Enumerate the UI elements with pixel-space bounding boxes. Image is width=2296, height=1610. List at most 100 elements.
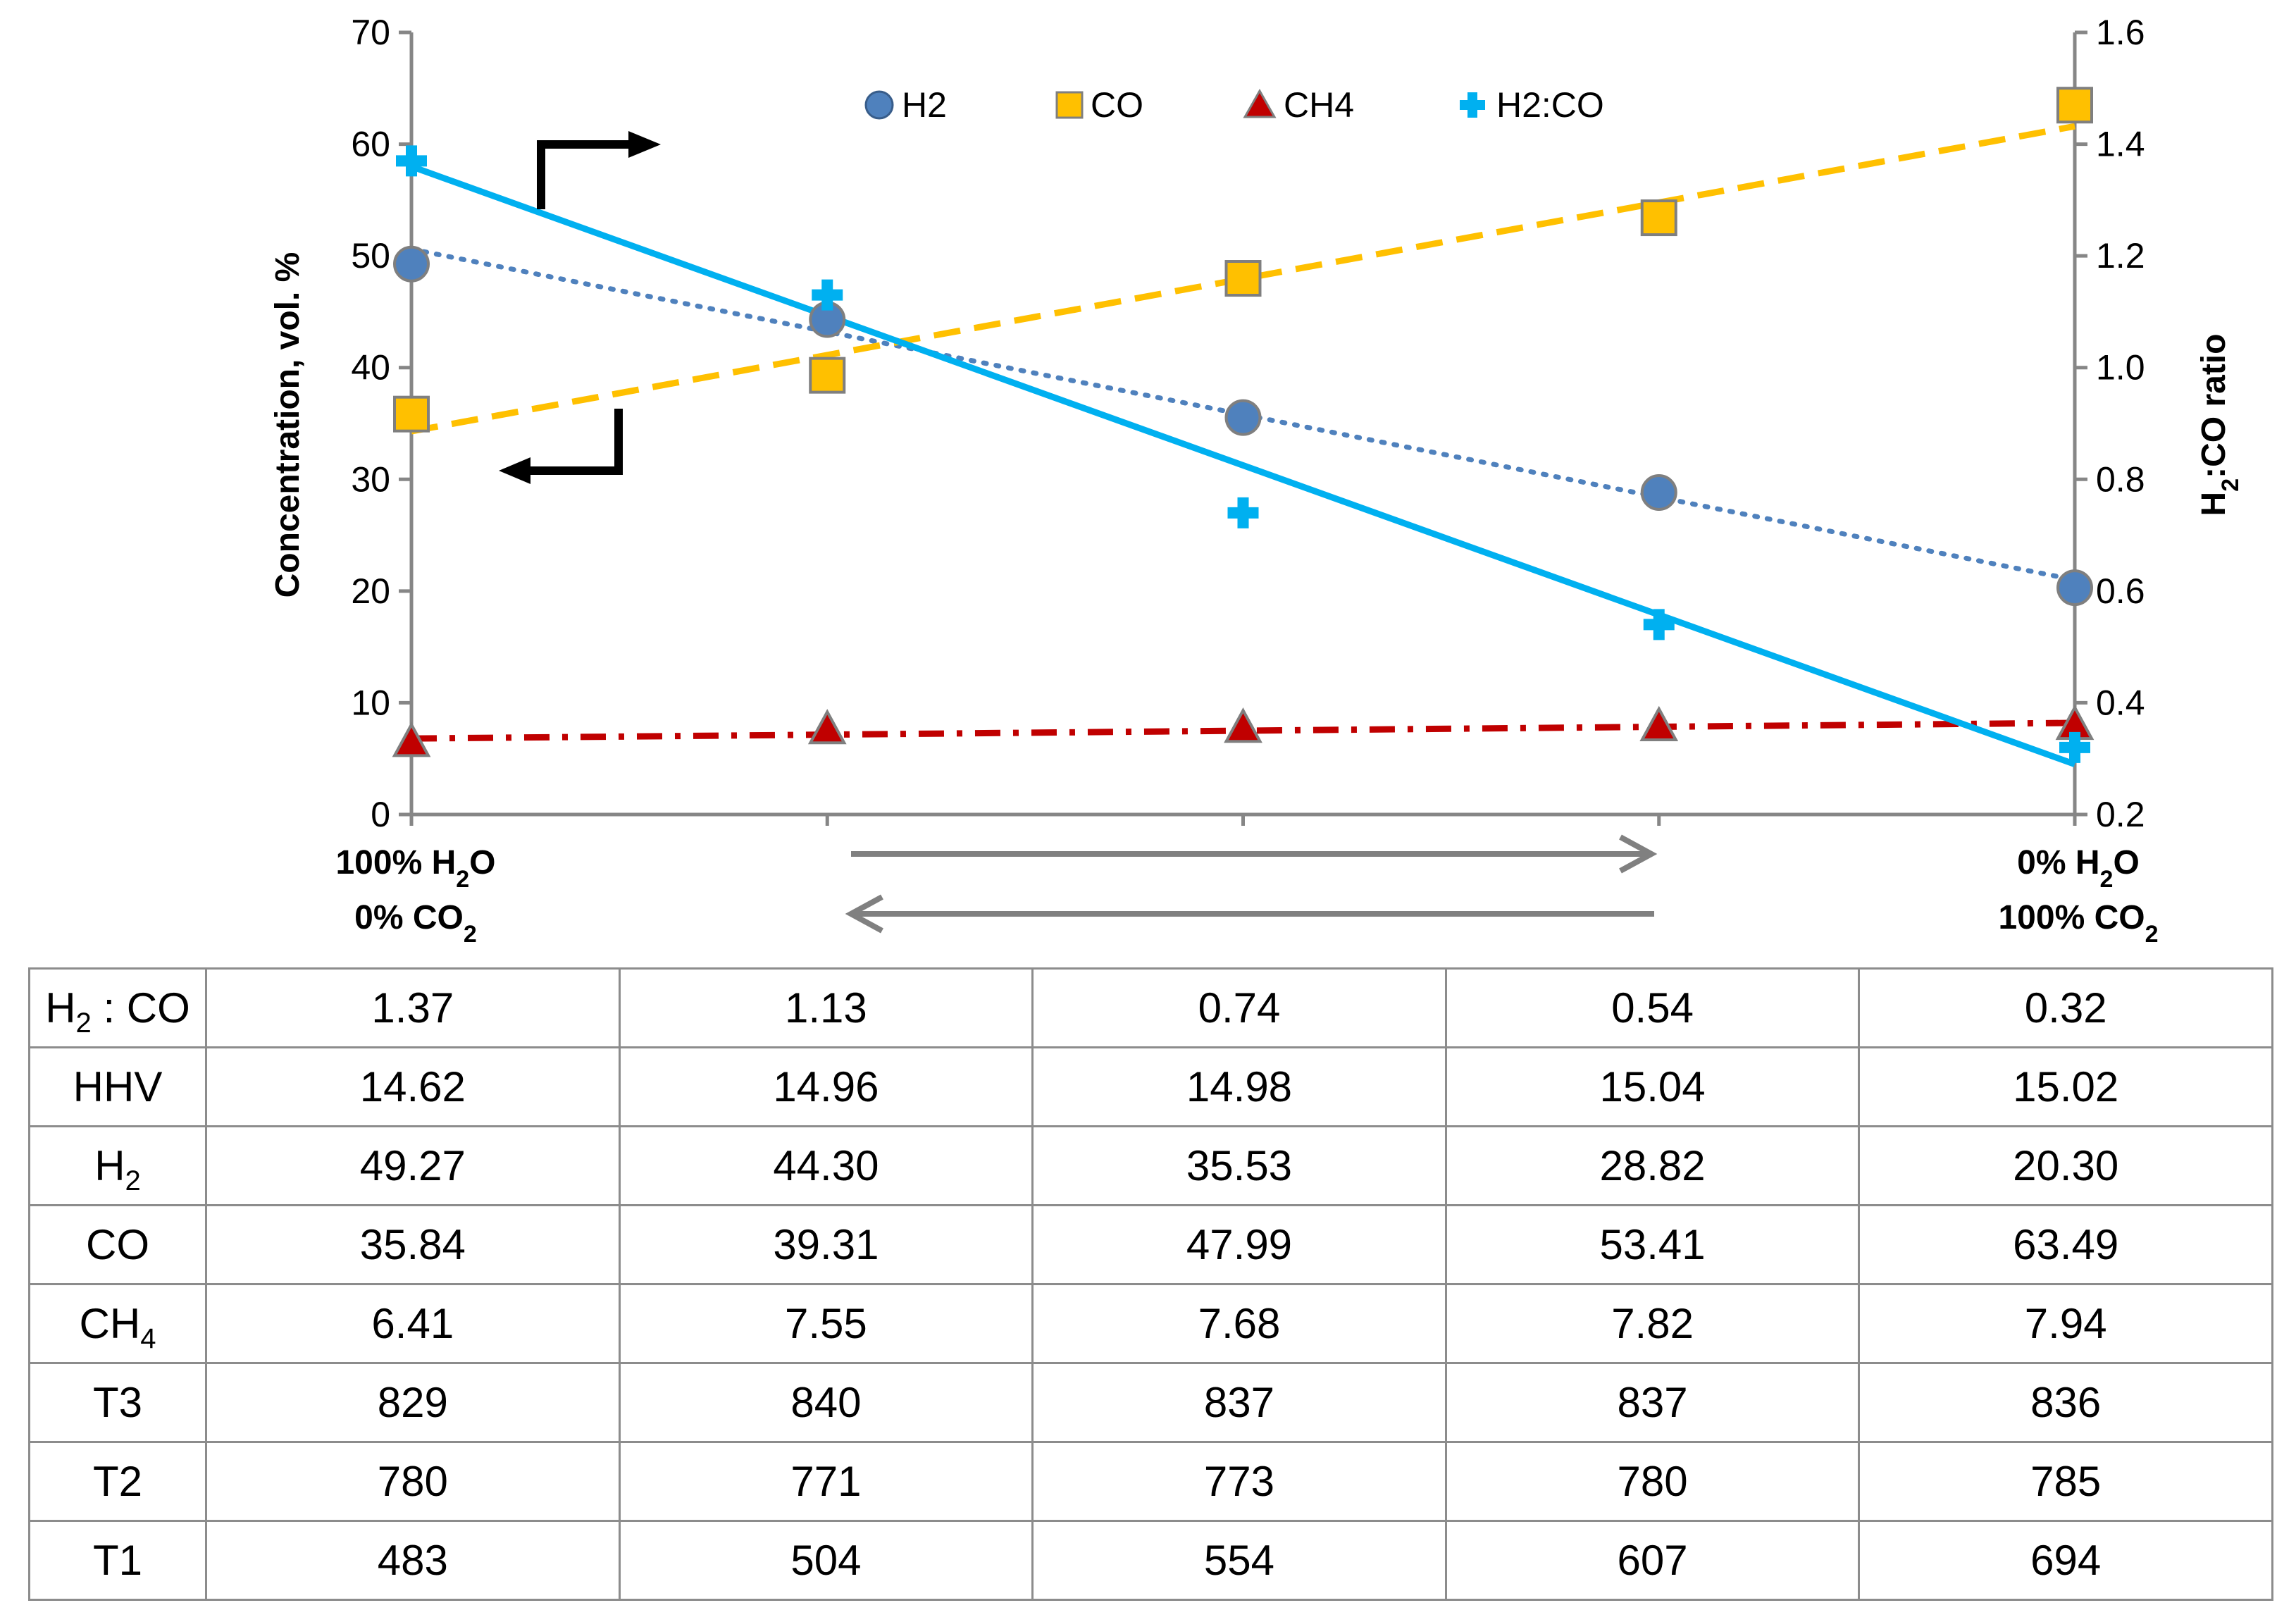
y-left-tick-label: 60	[351, 125, 390, 164]
y-left-tick-label: 20	[351, 571, 390, 611]
y-left-tick-label: 0	[371, 795, 390, 834]
row-label: T3	[28, 1362, 207, 1443]
table-cell: 7.94	[1858, 1283, 2273, 1364]
y-left-tick-label: 50	[351, 236, 390, 275]
legend-label-ch4: CH4	[1284, 85, 1354, 125]
row-label: CH4	[28, 1283, 207, 1364]
y-right-tick-label: 1.0	[2096, 348, 2145, 388]
y-right-tick-label: 1.4	[2096, 125, 2145, 164]
table-row: T2 780 771 773 780 785	[28, 1441, 2273, 1522]
table-cell: 7.82	[1444, 1283, 1861, 1364]
table-cell: 554	[1031, 1520, 1447, 1601]
y-axis-right-title: H2:CO ratio	[2195, 334, 2244, 516]
table-cell: 607	[1444, 1520, 1861, 1601]
axes: 0 10 20 30 40 50 60 70 0.2 0.4 0.6 0.8 1.0 1.2 1.4 1.6	[351, 13, 2145, 834]
x-label-left-line2: 0% CO2	[354, 899, 477, 948]
table-cell: 837	[1444, 1362, 1861, 1443]
point-h2co	[396, 145, 427, 177]
table-row: H2 49.27 44.30 35.53 28.82 20.30	[28, 1125, 2273, 1206]
table-cell: 14.98	[1031, 1046, 1447, 1127]
y-left-tick-label: 40	[351, 348, 390, 388]
table-row: CO 35.84 39.31 47.99 53.41 63.49	[28, 1204, 2273, 1285]
composition-arrow-backward	[845, 894, 1654, 934]
point-h2co	[2059, 731, 2090, 763]
point-h2	[1640, 473, 1677, 511]
y-right-tick-label: 0.4	[2096, 683, 2145, 722]
y-right-tick-label: 1.2	[2096, 236, 2145, 275]
row-label: T2	[28, 1441, 207, 1522]
point-co	[2056, 87, 2093, 124]
table-cell: 836	[1858, 1362, 2273, 1443]
table-cell: 35.53	[1031, 1125, 1447, 1206]
row-label: CO	[28, 1204, 207, 1285]
table-cell: 840	[618, 1362, 1034, 1443]
table-cell: 6.41	[205, 1283, 621, 1364]
trend-line-co	[411, 123, 2075, 435]
legend-label-h2co: H2:CO	[1496, 85, 1604, 125]
table-cell: 39.31	[618, 1204, 1034, 1285]
table-cell: 780	[205, 1441, 621, 1522]
data-table: H2 : CO 1.37 1.13 0.74 0.54 0.32 HHV 14.62 14.96…	[28, 967, 2273, 1601]
point-ch4	[392, 722, 431, 757]
table-cell: 49.27	[205, 1125, 621, 1206]
table-cell: 780	[1444, 1441, 1861, 1522]
table-cell: 773	[1031, 1441, 1447, 1522]
row-label: H2 : CO	[28, 967, 207, 1048]
point-h2co	[812, 279, 843, 311]
table-row: H2 : CO 1.37 1.13 0.74 0.54 0.32	[28, 967, 2273, 1048]
axis-pointer-right	[537, 131, 661, 209]
legend: H2 CO CH4 H2:CO	[864, 85, 1604, 125]
table-cell: 0.32	[1858, 967, 2273, 1048]
table-cell: 15.02	[1858, 1046, 2273, 1127]
y-left-tick-label: 30	[351, 459, 390, 499]
y-right-tick-label: 1.6	[2096, 13, 2145, 52]
trend-line-h2co	[410, 163, 2076, 767]
point-h2	[393, 245, 430, 283]
table-row: HHV 14.62 14.96 14.98 15.04 15.02	[28, 1046, 2273, 1127]
table-cell: 7.68	[1031, 1283, 1447, 1364]
y-right-tick-label: 0.2	[2096, 795, 2145, 834]
point-h2	[1224, 399, 1262, 436]
table-cell: 785	[1858, 1441, 2273, 1522]
legend-marker-h2co	[1460, 92, 1485, 118]
table-cell: 694	[1858, 1520, 2273, 1601]
chart: 0102030405060700.20.40.60.81.01.21.41.6 …	[269, 13, 2244, 948]
point-ch4	[807, 709, 847, 745]
row-label: H2	[28, 1125, 207, 1206]
x-label-right-line1: 0% H2O	[2017, 844, 2140, 893]
table-row: T1 483 504 554 607 694	[28, 1520, 2273, 1601]
point-h2co	[1643, 609, 1675, 640]
point-co	[1224, 260, 1262, 297]
table-cell: 44.30	[618, 1125, 1034, 1206]
point-ch4	[1224, 707, 1262, 743]
composition-arrow-forward	[851, 834, 1658, 874]
row-label: T1	[28, 1520, 207, 1601]
table-cell: 15.04	[1444, 1046, 1861, 1127]
point-h2	[2056, 569, 2093, 607]
table-cell: 771	[618, 1441, 1034, 1522]
y-axis-left-title: Concentration, vol. %	[269, 252, 306, 598]
table-cell: 35.84	[205, 1204, 621, 1285]
table-cell: 483	[205, 1520, 621, 1601]
table-cell: 837	[1031, 1362, 1447, 1443]
trend-lines	[409, 123, 2078, 767]
table-row: CH4 6.41 7.55 7.68 7.82 7.94	[28, 1283, 2273, 1364]
table-cell: 28.82	[1444, 1125, 1861, 1206]
y-left-tick-label: 10	[351, 683, 390, 722]
row-label: HHV	[28, 1046, 207, 1127]
table-cell: 14.96	[618, 1046, 1034, 1127]
point-h2co	[1227, 497, 1259, 528]
table-cell: 0.74	[1031, 967, 1447, 1048]
legend-marker-h2	[864, 90, 894, 120]
table-cell: 1.37	[205, 967, 621, 1048]
x-label-right-line2: 100% CO2	[1998, 899, 2158, 948]
table-cell: 829	[205, 1362, 621, 1443]
legend-label-h2: H2	[902, 85, 947, 125]
table-cell: 20.30	[1858, 1125, 2273, 1206]
table-cell: 7.55	[618, 1283, 1034, 1364]
table-cell: 14.62	[205, 1046, 621, 1127]
data-markers	[392, 87, 2095, 763]
point-co	[393, 395, 430, 433]
axis-pointer-left	[499, 409, 623, 484]
